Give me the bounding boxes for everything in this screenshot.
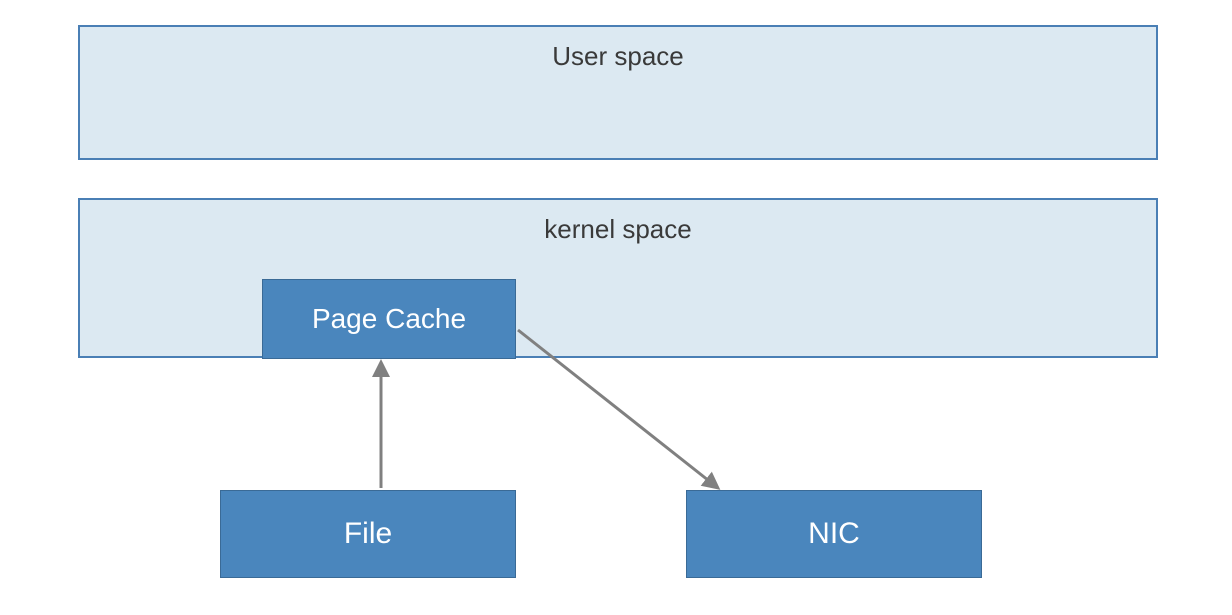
kernel-space-label: kernel space — [80, 214, 1156, 245]
nic-box: NIC — [686, 490, 982, 578]
user-space-label: User space — [80, 41, 1156, 72]
page-cache-label: Page Cache — [312, 303, 466, 335]
file-label: File — [344, 517, 392, 551]
page-cache-box: Page Cache — [262, 279, 516, 359]
file-box: File — [220, 490, 516, 578]
user-space-box: User space — [78, 25, 1158, 160]
kernel-space-box: kernel space — [78, 198, 1158, 358]
nic-label: NIC — [808, 517, 860, 551]
